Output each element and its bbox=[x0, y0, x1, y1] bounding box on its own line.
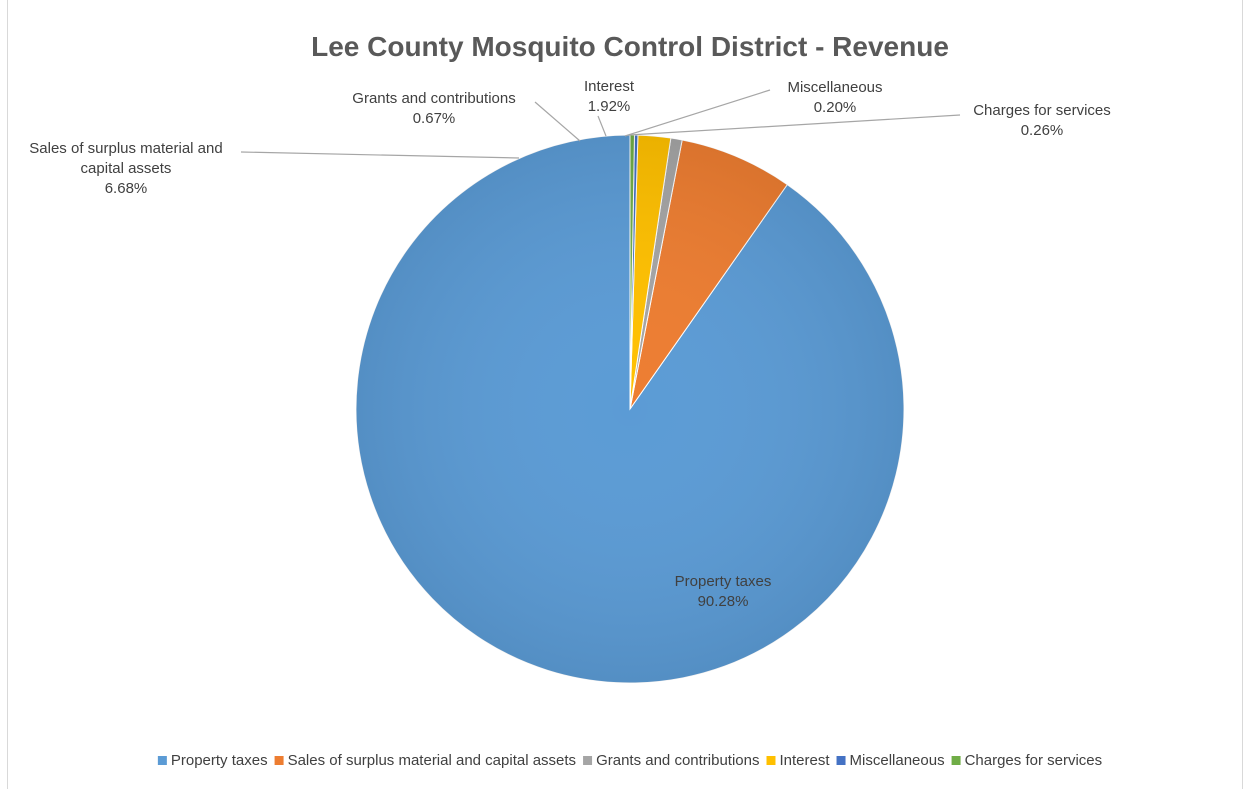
legend-swatch-miscellaneous bbox=[836, 756, 846, 765]
legend-item-grants-and-contributions: Grants and contributions bbox=[583, 752, 760, 769]
leader-line-grants-and-contributions bbox=[534, 101, 581, 142]
legend-swatch-interest bbox=[766, 756, 776, 765]
legend-label-property-taxes: Property taxes bbox=[171, 752, 268, 769]
leader-lines bbox=[240, 89, 961, 159]
legend-swatch-charges-for-services bbox=[951, 756, 961, 765]
legend: Property taxes Sales of surplus material … bbox=[157, 752, 1103, 769]
legend-label-miscellaneous: Miscellaneous bbox=[850, 752, 945, 769]
data-label-charges-for-services: Charges for services 0.26% bbox=[973, 102, 1111, 139]
data-label-grants-and-contributions: Grants and contributions 0.67% bbox=[352, 90, 515, 127]
legend-label-interest: Interest bbox=[780, 752, 831, 769]
legend-label-charges-for-services: Charges for services bbox=[965, 752, 1103, 769]
data-label-property-taxes: Property taxes 90.28% bbox=[675, 573, 772, 610]
legend-label-sales-of-surplus-material-and-capital-assets: Sales of surplus material and capital as… bbox=[288, 752, 576, 769]
legend-item-charges-for-services: Charges for services bbox=[951, 752, 1103, 769]
legend-swatch-sales-of-surplus-material-and-capital-assets bbox=[274, 756, 284, 765]
leader-line-interest bbox=[597, 115, 607, 137]
legend-swatch-property-taxes bbox=[157, 756, 167, 765]
legend-swatch-grants-and-contributions bbox=[583, 756, 593, 765]
data-label-interest: Interest 1.92% bbox=[584, 78, 635, 115]
pie-shading bbox=[356, 135, 904, 683]
leader-line-charges-for-services bbox=[628, 114, 961, 136]
data-label-sales-of-surplus-material-and-capital-assets: Sales of surplus material and capital ass… bbox=[29, 140, 222, 197]
data-label-miscellaneous: Miscellaneous 0.20% bbox=[787, 79, 882, 116]
legend-label-grants-and-contributions: Grants and contributions bbox=[596, 752, 759, 769]
legend-item-interest: Interest bbox=[766, 752, 831, 769]
legend-item-sales-of-surplus-material-and-capital-assets: Sales of surplus material and capital as… bbox=[274, 752, 576, 769]
chart-title: Lee County Mosquito Control District - R… bbox=[311, 31, 949, 62]
leader-line-sales-of-surplus-material-and-capital-assets bbox=[240, 151, 520, 159]
legend-item-property-taxes: Property taxes bbox=[157, 752, 268, 769]
leader-line-miscellaneous bbox=[624, 89, 771, 137]
legend-item-miscellaneous: Miscellaneous bbox=[836, 752, 945, 769]
data-labels: Property taxes 90.28% Sales of surplus mat… bbox=[29, 78, 1111, 610]
